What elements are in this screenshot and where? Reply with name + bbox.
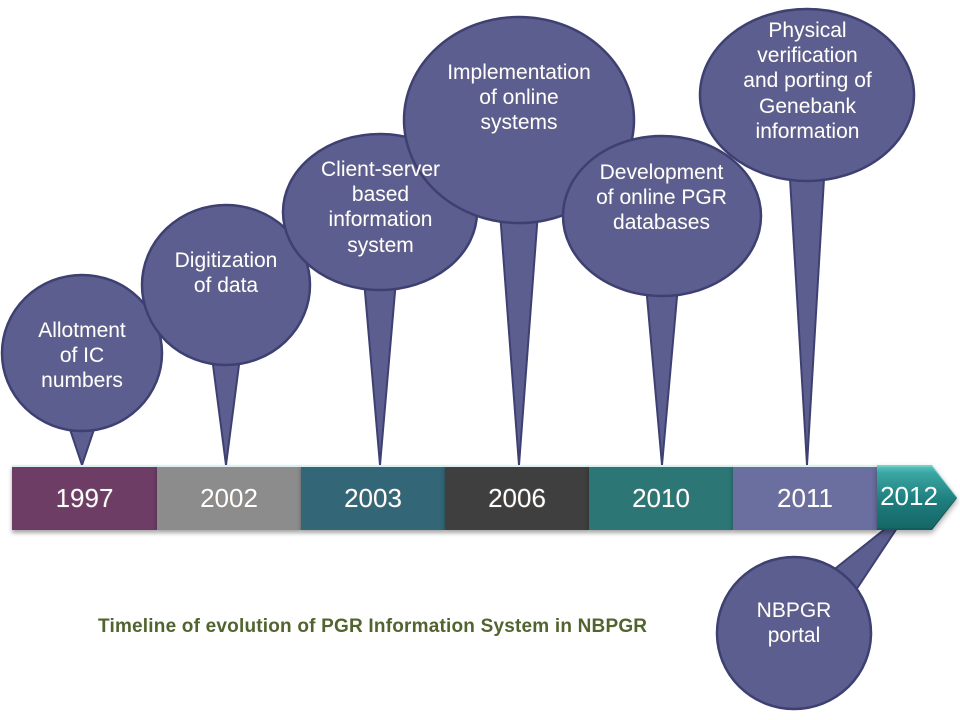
svg-text:2012: 2012 xyxy=(880,481,938,511)
